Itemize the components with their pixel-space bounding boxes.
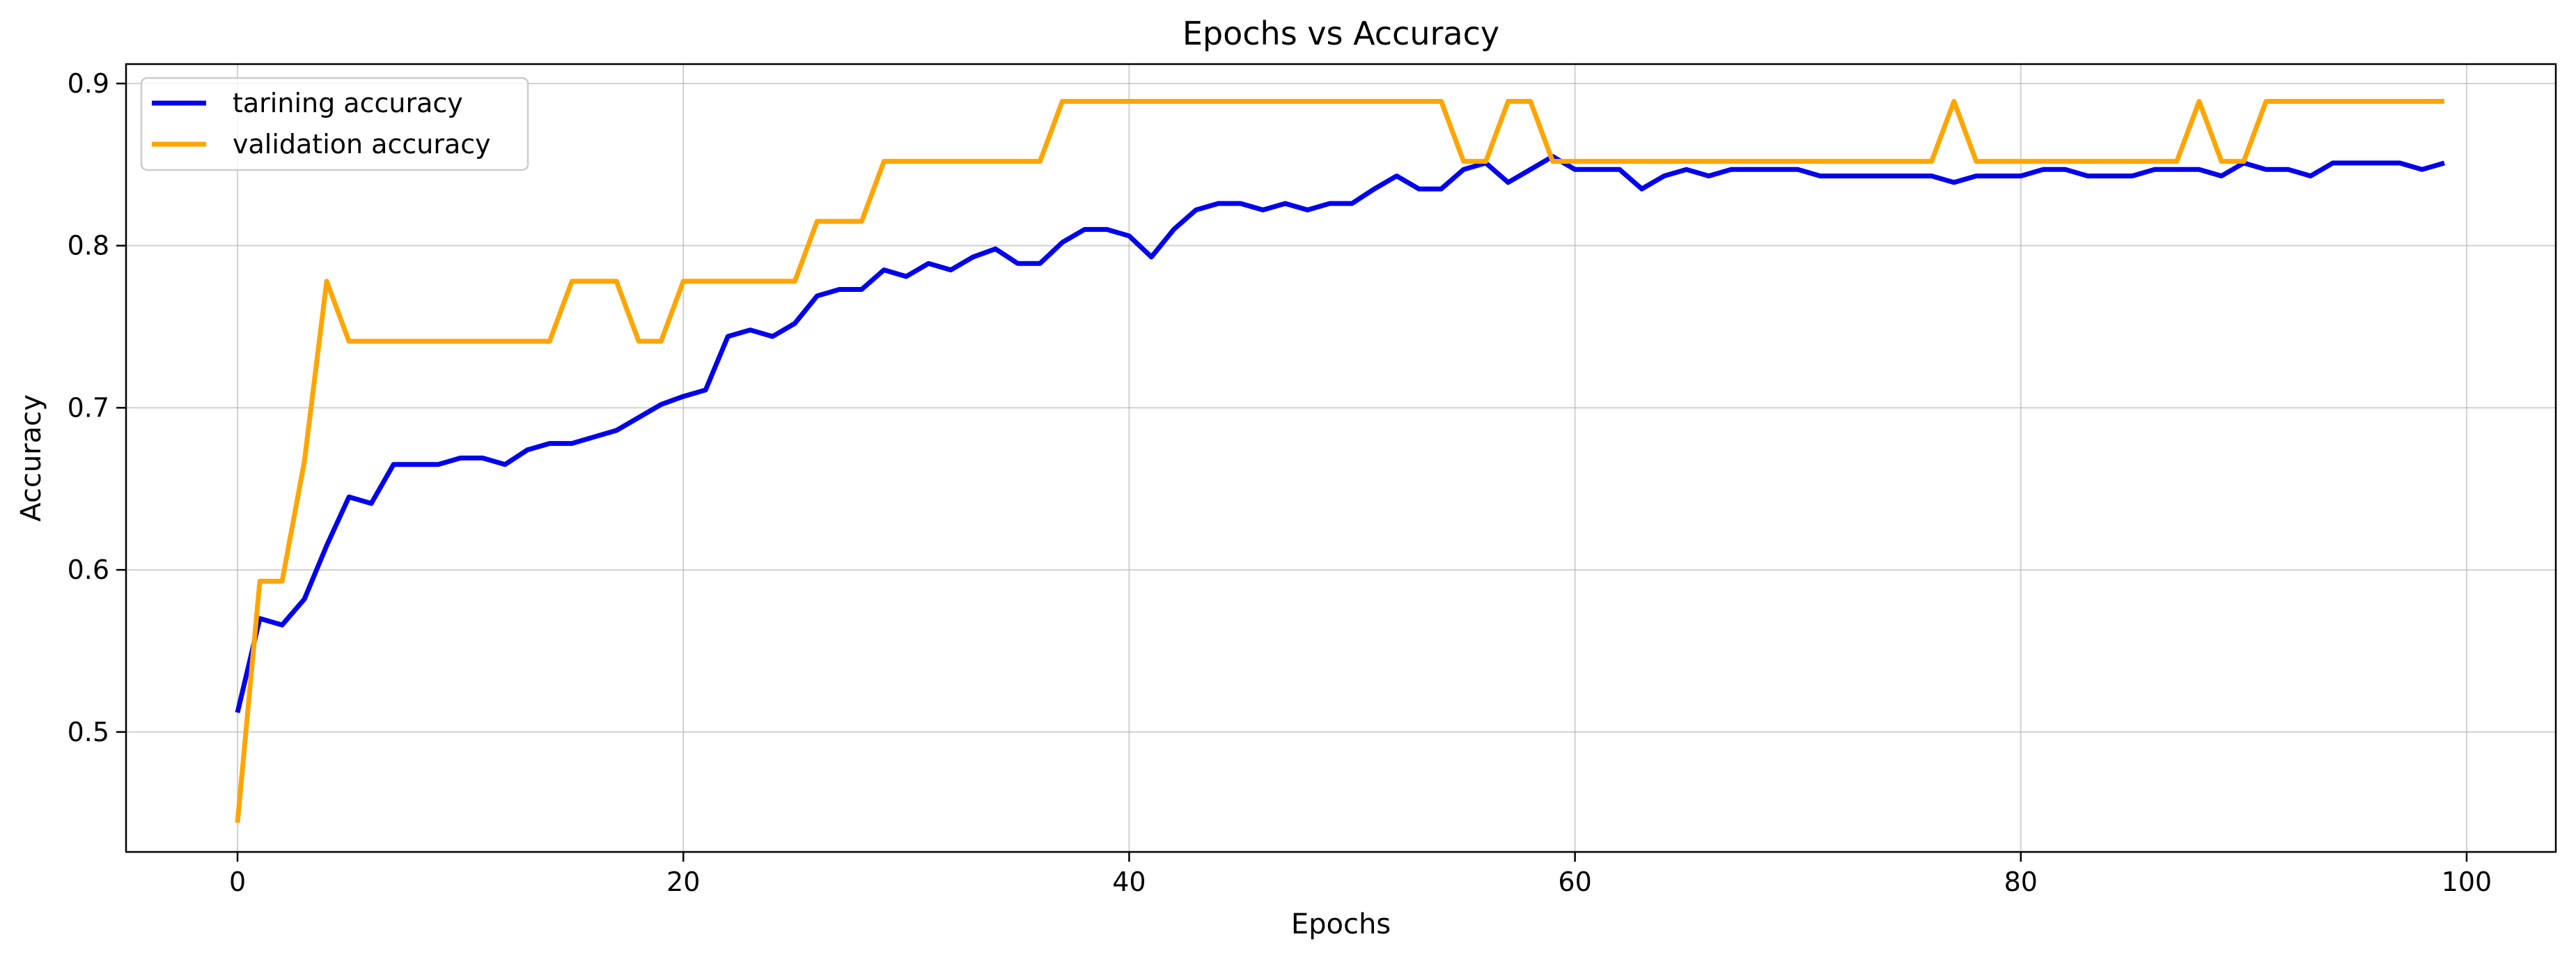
legend: tarining accuracy validation accuracy — [140, 77, 529, 171]
x-axis-label: Epochs — [1291, 908, 1391, 940]
legend-items: tarining accuracy validation accuracy — [152, 88, 491, 160]
y-tick-label: 0.9 — [68, 68, 109, 99]
legend-label: tarining accuracy — [233, 88, 463, 118]
y-tick-label: 0.5 — [68, 717, 109, 747]
x-tick-label: 60 — [1558, 867, 1591, 897]
legend-label: validation accuracy — [233, 129, 491, 160]
series-layer — [235, 99, 2445, 823]
y-axis-label: Accuracy — [15, 394, 47, 522]
y-axis-ticks: 0.5 0.6 0.7 0.8 0.9 — [68, 68, 126, 747]
series-line-0 — [235, 154, 2445, 713]
y-tick-label: 0.8 — [68, 231, 109, 261]
plot-frame — [125, 63, 2557, 853]
chart-title: Epochs vs Accuracy — [1182, 15, 1499, 52]
x-tick-label: 20 — [666, 867, 700, 897]
series-line-1 — [235, 99, 2444, 823]
y-tick-label: 0.6 — [68, 554, 109, 585]
legend-box — [140, 77, 529, 171]
x-axis-ticks: 0 20 40 60 80 100 — [229, 852, 2492, 897]
x-tick-label: 100 — [2442, 867, 2492, 897]
y-tick-label: 0.7 — [68, 392, 109, 423]
grid — [126, 64, 2556, 852]
x-tick-label: 40 — [1112, 867, 1146, 897]
x-tick-label: 80 — [2004, 867, 2038, 897]
x-tick-label: 0 — [229, 867, 246, 897]
